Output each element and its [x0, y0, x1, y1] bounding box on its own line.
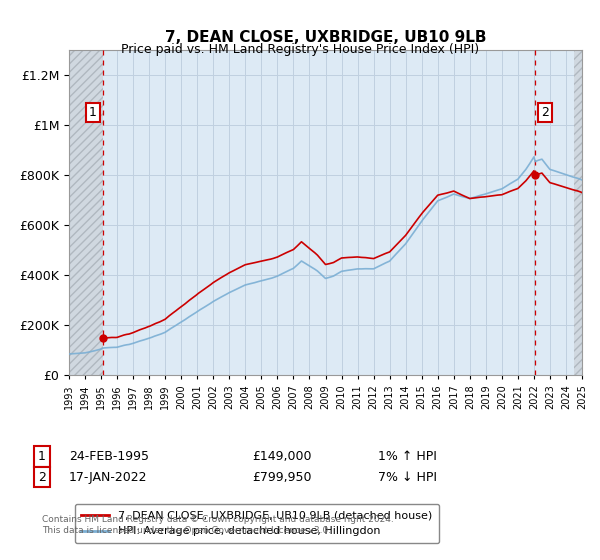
Text: 1: 1 — [38, 450, 46, 463]
Polygon shape — [69, 50, 103, 375]
Text: 2: 2 — [541, 106, 549, 119]
Text: 1: 1 — [89, 106, 97, 119]
Text: Contains HM Land Registry data © Crown copyright and database right 2024.
This d: Contains HM Land Registry data © Crown c… — [42, 515, 394, 535]
Legend: 7, DEAN CLOSE, UXBRIDGE, UB10 9LB (detached house), HPI: Average price, detached: 7, DEAN CLOSE, UXBRIDGE, UB10 9LB (detac… — [74, 504, 439, 543]
Text: Price paid vs. HM Land Registry's House Price Index (HPI): Price paid vs. HM Land Registry's House … — [121, 43, 479, 55]
Text: 17-JAN-2022: 17-JAN-2022 — [69, 470, 148, 484]
Text: 7% ↓ HPI: 7% ↓ HPI — [378, 470, 437, 484]
Text: £799,950: £799,950 — [252, 470, 311, 484]
Polygon shape — [574, 50, 582, 375]
Text: £149,000: £149,000 — [252, 450, 311, 463]
Title: 7, DEAN CLOSE, UXBRIDGE, UB10 9LB: 7, DEAN CLOSE, UXBRIDGE, UB10 9LB — [165, 30, 486, 45]
Text: 1% ↑ HPI: 1% ↑ HPI — [378, 450, 437, 463]
Text: 24-FEB-1995: 24-FEB-1995 — [69, 450, 149, 463]
Text: 2: 2 — [38, 470, 46, 484]
